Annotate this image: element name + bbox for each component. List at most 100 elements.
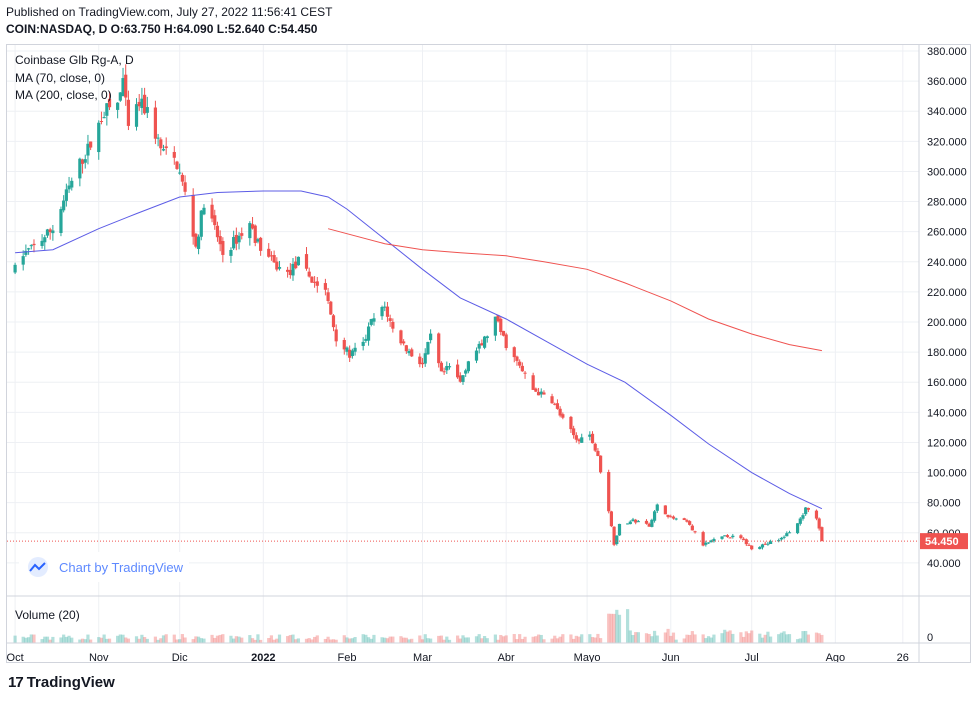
volume-bar	[429, 638, 433, 643]
candle-body	[286, 269, 290, 272]
volume-bar	[561, 634, 565, 643]
y-tick-label: 180.000	[927, 347, 967, 359]
volume-bar	[48, 639, 52, 643]
candle-body	[485, 336, 489, 339]
candle-body	[650, 519, 654, 527]
volume-bar	[558, 636, 562, 643]
candle-body	[782, 536, 786, 538]
volume-bar	[59, 637, 63, 643]
tradingview-badge[interactable]: Chart by TradingView	[19, 552, 190, 582]
candle-body	[134, 104, 139, 127]
candle-body	[801, 515, 805, 519]
volume-bar	[806, 634, 810, 643]
candle-body	[331, 315, 336, 328]
candle-body	[456, 364, 460, 378]
candle-body	[688, 521, 692, 525]
y-tick-label: 200.000	[927, 317, 967, 329]
candle-body	[161, 149, 166, 151]
cloud-chart-icon	[28, 557, 48, 577]
x-tick-label: 2022	[251, 652, 275, 662]
volume-bar	[286, 636, 290, 643]
candle-body	[466, 361, 470, 372]
legend-ma70[interactable]: MA (70, close, 0)	[15, 71, 106, 85]
candle-body	[64, 189, 68, 201]
candle-body	[709, 540, 713, 543]
candle-body	[172, 151, 176, 158]
candle-body	[78, 158, 82, 179]
volume-bar	[520, 638, 524, 643]
volume-bar	[701, 634, 705, 643]
candle-body	[439, 362, 444, 372]
volume-bar	[126, 638, 131, 643]
candle-body	[402, 341, 406, 344]
volume-bar	[542, 639, 546, 643]
axes: 40.00060.00080.000100.000120.000140.0001…	[7, 45, 970, 662]
volume-bar	[294, 639, 298, 643]
y-tick-label: 160.000	[927, 377, 967, 389]
candle-body	[806, 507, 810, 510]
candle-body	[615, 535, 619, 545]
candle-body	[536, 391, 541, 396]
candle-body	[515, 356, 519, 361]
candle-body	[588, 434, 592, 437]
candle-body	[558, 408, 562, 416]
candle-body	[420, 362, 425, 365]
candle-body	[399, 330, 403, 344]
chart-frame[interactable]: 40.00060.00080.000100.000120.000140.0001…	[6, 44, 971, 663]
volume-bar	[43, 636, 47, 643]
candle-body	[366, 326, 371, 341]
tradingview-logo[interactable]: 17 TradingView	[8, 674, 115, 691]
volume-bar	[307, 638, 311, 643]
volume-bar	[574, 635, 578, 643]
volume-bar	[580, 634, 584, 643]
candle-body	[447, 366, 452, 368]
y-tick-label: 40.000	[927, 558, 961, 570]
volume-bar	[45, 636, 50, 643]
chart-svg[interactable]: 40.00060.00080.000100.000120.000140.0001…	[7, 45, 970, 662]
y-tick-label: 220.000	[927, 287, 967, 299]
volume-bar	[693, 634, 697, 643]
candle-body	[596, 450, 600, 457]
candle-body	[634, 519, 638, 523]
x-tick-label: Oct	[7, 652, 24, 662]
volume-bar	[577, 636, 581, 643]
candle-body	[118, 92, 122, 101]
legend-ma200[interactable]: MA (200, close, 0)	[15, 88, 112, 102]
volume-bar	[439, 635, 444, 643]
volume-bar	[105, 638, 109, 643]
candle-body	[121, 78, 125, 97]
volume-bar	[259, 639, 263, 643]
candle-body	[663, 505, 667, 515]
volume-bar	[674, 639, 678, 643]
y-tick-label: 280.000	[927, 197, 967, 209]
candle-body	[277, 267, 282, 269]
volume-bar	[218, 634, 222, 643]
x-tick-label: Mayo	[574, 652, 601, 662]
volume-bar	[607, 613, 611, 643]
legend-symbol: Coinbase Glb Rg-A, D	[15, 53, 134, 67]
volume-bar	[180, 634, 184, 643]
x-tick-label: Mar	[413, 652, 432, 662]
candle-body	[191, 194, 195, 237]
volume-bar	[178, 639, 182, 643]
candle-body	[180, 174, 184, 182]
volume-bar	[137, 638, 141, 643]
legend-volume[interactable]: Volume (20)	[15, 608, 80, 622]
volume-bar	[250, 638, 255, 643]
candle-body	[234, 234, 238, 244]
volume-bar	[569, 634, 573, 643]
candle-body	[51, 230, 55, 234]
candle-body	[644, 520, 649, 524]
candle-body	[178, 172, 182, 174]
candle-body	[24, 250, 28, 255]
volume-bar	[102, 634, 106, 643]
volume-bar	[145, 638, 149, 643]
candle-body	[221, 240, 225, 255]
candle-body	[814, 510, 819, 519]
x-tick-label: Ago	[826, 652, 846, 662]
candle-body	[599, 455, 603, 473]
candle-body	[590, 433, 595, 444]
candle-body	[21, 256, 25, 265]
volume-bar	[636, 632, 640, 643]
volume-bar	[70, 637, 74, 643]
